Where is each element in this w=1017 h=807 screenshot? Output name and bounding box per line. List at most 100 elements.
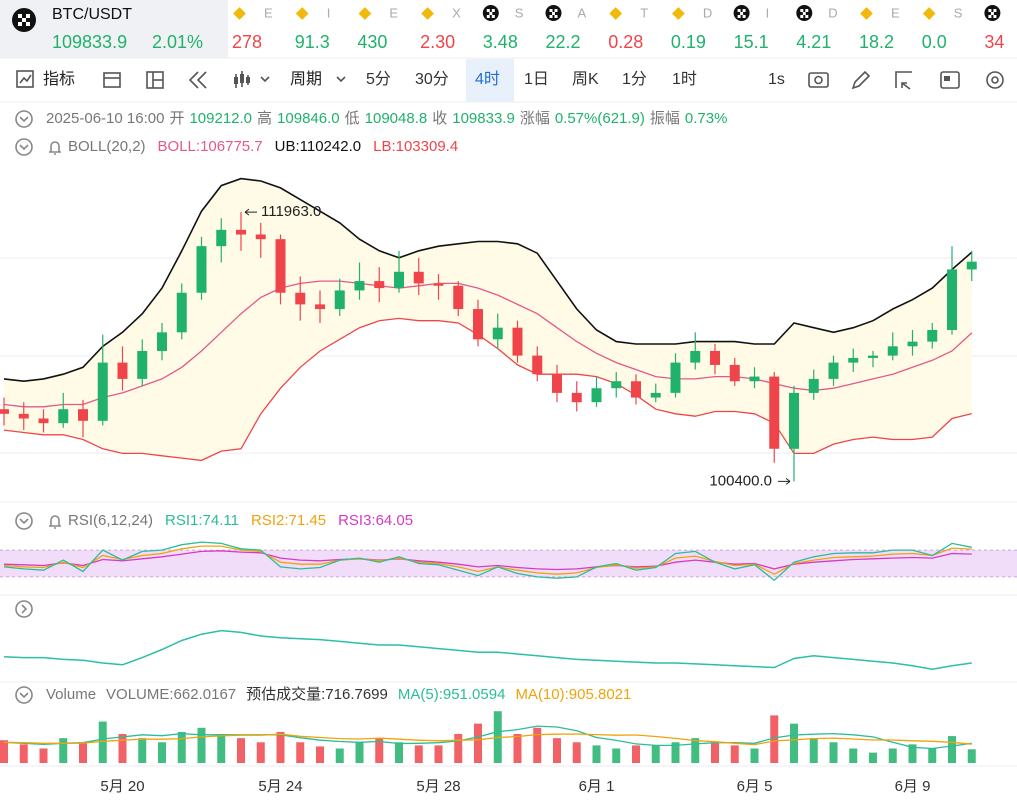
volume-bar [434, 745, 443, 763]
expand-icon[interactable] [895, 71, 912, 90]
indicator-line [3, 629, 972, 671]
interval-button[interactable]: 1时 [672, 70, 697, 88]
rsi-line [3, 550, 972, 571]
volume-bar [888, 748, 897, 763]
layout-icon[interactable] [146, 71, 164, 89]
volume-bar [118, 734, 127, 763]
collapse-icon[interactable] [15, 512, 33, 530]
chart-type-icon[interactable] [234, 71, 270, 88]
candle-body [255, 234, 266, 240]
ticker[interactable]: 34 [984, 5, 1004, 52]
candle-body [749, 376, 760, 382]
boll-line [3, 317, 972, 462]
volume-bar [138, 738, 147, 763]
collapse-icon[interactable] [15, 686, 33, 704]
info-label: 高 [257, 110, 272, 127]
interval-button[interactable]: 1分 [622, 70, 647, 88]
info-label: 开 [169, 110, 184, 127]
volume-bar [869, 752, 877, 763]
indicator-icon[interactable] [16, 70, 34, 88]
volume-label: VOLUME:662.0167 [106, 686, 236, 703]
symbol-icon-pattern [18, 14, 30, 26]
candle-body [710, 350, 720, 365]
ticker[interactable]: S 3.48 [482, 5, 524, 52]
indicator-button[interactable]: 指标 [43, 70, 75, 88]
candle-body [473, 309, 483, 340]
ma-line [3, 725, 972, 750]
ticker-name: I [327, 5, 331, 20]
ticker[interactable]: I 15.1 [733, 5, 770, 52]
collapse-icon[interactable] [15, 138, 33, 156]
replay-icon[interactable] [188, 71, 207, 89]
interval-button[interactable]: 1日 [524, 71, 549, 88]
candle-body [769, 376, 780, 449]
volume-bar [592, 745, 601, 763]
ticker-name: D [828, 5, 837, 20]
info-label: 低 [345, 110, 360, 127]
ticker-name: X [452, 5, 461, 20]
ticker-icon [233, 7, 246, 20]
volume-label: 预估成交量:716.7699 [246, 685, 388, 703]
volume-bar [177, 731, 186, 763]
candle-body [532, 355, 543, 375]
interval-button[interactable]: 周K [572, 71, 599, 88]
symbol-box[interactable] [0, 0, 228, 58]
volume-bar [454, 734, 463, 763]
volume-bar [829, 742, 838, 763]
info-label: 收 [432, 110, 447, 127]
volume-bar [553, 738, 561, 763]
interval-button[interactable]: 4时 [475, 70, 500, 88]
alert-icon[interactable] [49, 141, 61, 155]
interval-button[interactable]: 5分 [366, 70, 391, 88]
info-value: 0.73% [685, 110, 728, 127]
theme-icon[interactable] [940, 71, 960, 89]
volume-bar [809, 738, 818, 763]
candle-body [631, 381, 641, 398]
rsi-line [3, 541, 972, 582]
volume-bar [276, 731, 285, 763]
camera-icon[interactable] [808, 72, 829, 88]
expand-pane-icon[interactable] [15, 600, 33, 618]
volume-bar [651, 745, 660, 763]
interval-button[interactable]: 30分 [415, 70, 449, 88]
settings-icon[interactable] [986, 71, 1004, 89]
candle-body [58, 409, 69, 424]
ticker-icon-pattern [549, 9, 558, 18]
period-button[interactable]: 周期 [290, 70, 322, 88]
rsi-legend: RSI1:74.11 [165, 512, 239, 529]
ma-legend: MA(5):951.0594 [398, 686, 506, 703]
volume-bar [691, 738, 700, 763]
symbol-price: 109833.9 [52, 32, 127, 52]
ticker[interactable]: D 4.21 [796, 5, 838, 52]
candle-body [966, 261, 977, 270]
ticker-icon [295, 7, 309, 20]
volume-bar [414, 745, 423, 763]
calendar-icon[interactable] [103, 72, 121, 88]
volume-bar [217, 734, 226, 763]
ticker-value: 0.0 [922, 32, 947, 52]
ticker-name: E [891, 5, 900, 20]
draw-icon[interactable] [851, 70, 871, 90]
collapse-icon[interactable] [15, 110, 33, 128]
ma-legend: MA(10):905.8021 [515, 686, 631, 703]
volume-bar [671, 742, 680, 763]
candle-body [947, 269, 957, 330]
volume-title: Volume [46, 686, 96, 703]
period-chevron [336, 76, 346, 83]
candle-body [492, 327, 503, 340]
ticker[interactable]: X 2.30 [420, 5, 461, 51]
ticker-value: 15.1 [734, 32, 769, 52]
volume-bar [513, 734, 522, 763]
x-tick-label: 6月 5 [737, 778, 773, 795]
ticker[interactable]: I 91.3 [295, 5, 331, 51]
ticker-name: I [766, 5, 770, 20]
ticker[interactable]: A 22.2 [545, 5, 587, 52]
alert-icon[interactable] [49, 515, 61, 529]
candle-body [808, 378, 819, 393]
speed-button[interactable]: 1s [768, 71, 785, 88]
ticker-icon [358, 7, 372, 20]
